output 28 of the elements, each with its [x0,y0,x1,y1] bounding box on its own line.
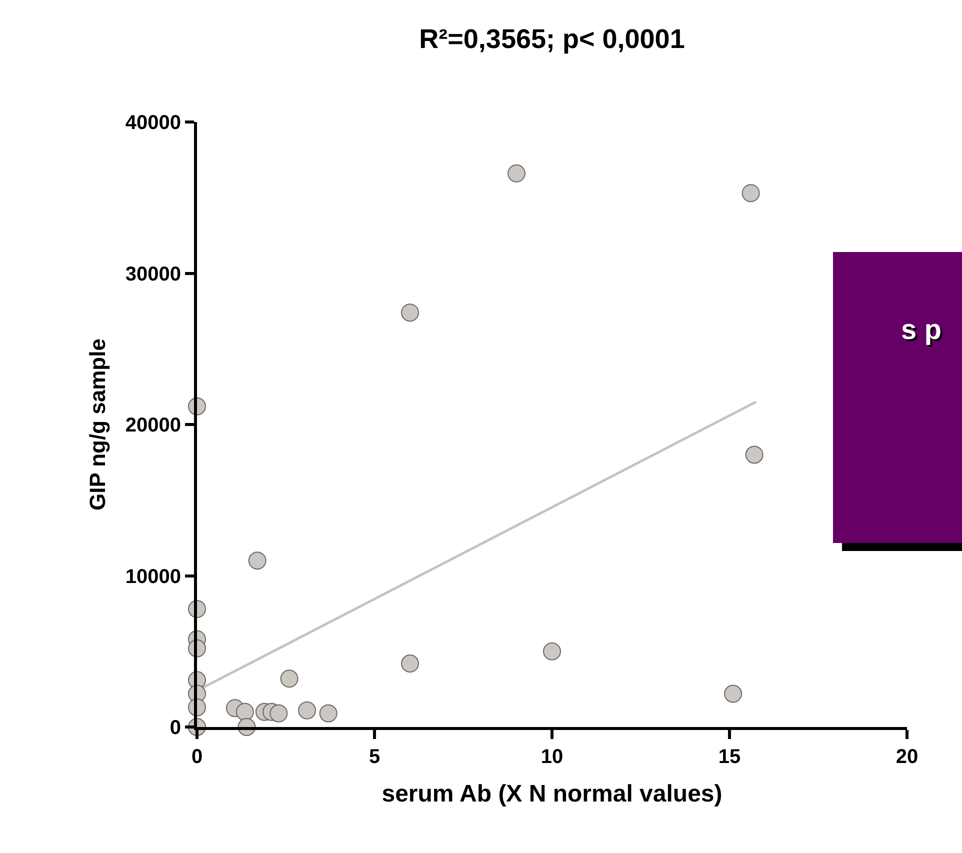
annotation: s p [901,314,942,346]
point [742,184,760,202]
point [543,642,561,660]
x-tick-label: 0 [191,746,203,768]
x-tick-label: 15 [718,746,741,768]
point [280,670,298,688]
y-tick-label: 40000 [125,112,181,134]
y-tick-label: 0 [170,717,181,739]
text-panel: s p [833,252,962,543]
point [248,552,266,570]
point [745,446,764,464]
point [401,304,419,322]
x-tick-label: 5 [368,746,380,768]
point [236,702,254,721]
point [401,654,419,672]
x-tick-label: 20 [896,746,918,768]
y-tick-label: 20000 [125,414,181,436]
chart-title: R²=0,3565; p< 0,0001 [419,24,685,54]
point [319,704,338,722]
point [508,164,526,182]
y-tick-label: 30000 [125,263,181,286]
x-tick-label: 10 [540,746,564,768]
x-axis-title: serum Ab (X N normal values) [382,780,722,808]
point [270,704,288,722]
point [298,701,316,720]
y-tick-label: 10000 [125,566,181,588]
point [724,684,742,703]
y-axis-title: GIP ng/g sample [85,338,110,510]
